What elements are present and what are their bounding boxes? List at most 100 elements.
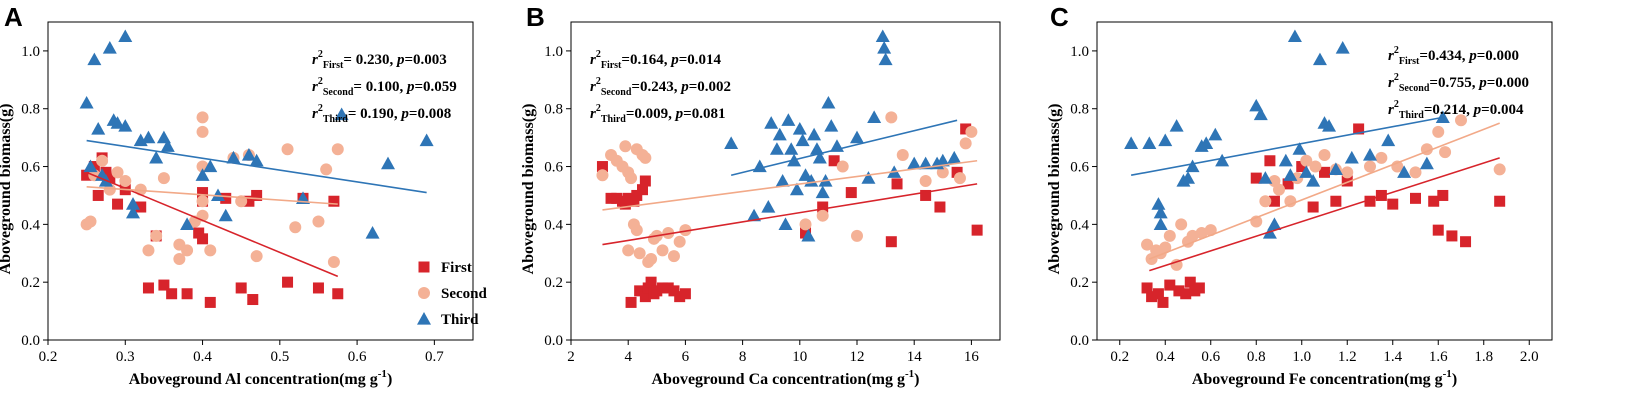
data-point-first [100, 166, 112, 178]
data-point-third [1267, 217, 1282, 230]
data-point-third [91, 121, 106, 135]
data-point-second [1375, 151, 1388, 164]
y-tick-label: 1.0 [544, 44, 563, 60]
x-tick-label: 0.2 [1110, 349, 1129, 365]
data-point-first [800, 227, 812, 239]
data-point-first [1460, 236, 1472, 248]
data-point-first [104, 172, 116, 184]
data-point-first [885, 236, 897, 248]
data-point-first [1353, 123, 1365, 135]
fit-line-third [1130, 116, 1443, 177]
data-point-third [226, 150, 241, 164]
data-point-third [875, 29, 890, 43]
y-tick-label: 1.0 [1070, 44, 1089, 60]
data-point-third [203, 159, 218, 173]
y-tick-label: 0.2 [544, 275, 563, 291]
data-point-first [628, 195, 640, 207]
data-point-first [639, 291, 651, 303]
data-point-second [1195, 227, 1208, 240]
data-point-third [149, 150, 164, 164]
data-point-second [157, 172, 170, 185]
y-tick-label: 0.6 [544, 160, 563, 176]
data-point-third [1215, 153, 1230, 167]
data-point-second [667, 250, 680, 263]
data-point-second [331, 143, 344, 156]
data-point-third [381, 156, 395, 170]
data-point-third [110, 116, 125, 129]
data-point-third [1335, 41, 1350, 54]
data-point-third [1142, 136, 1157, 150]
data-point-third [83, 159, 98, 173]
data-point-first [1164, 279, 1176, 291]
data-point-third [195, 168, 210, 181]
data-point-second [119, 175, 132, 187]
data-point-first [971, 224, 983, 236]
y-tick-label: 0.8 [21, 102, 40, 118]
data-point-first [197, 233, 209, 245]
data-point-first [92, 189, 104, 201]
data-point-third [761, 200, 776, 213]
data-point-third [1363, 147, 1377, 161]
legend-marker-first [418, 261, 430, 273]
y-tick-label: 0.8 [1070, 102, 1089, 118]
data-point-third [792, 121, 807, 135]
data-point-second [625, 172, 638, 185]
x-tick-label: 16 [964, 349, 980, 365]
x-tick-label: 1.2 [1338, 349, 1357, 365]
data-point-third [87, 52, 102, 66]
data-point-second [1259, 195, 1272, 208]
series-second [596, 111, 978, 268]
data-point-second [965, 125, 978, 138]
data-point-second [656, 244, 669, 257]
data-point-third [801, 228, 816, 242]
x-tick-label: 12 [850, 349, 865, 365]
data-point-first [645, 276, 657, 288]
stat-annotation: r2Third=0.009, p=0.081 [590, 103, 725, 125]
data-point-third [867, 110, 882, 123]
data-point-second [885, 111, 898, 124]
data-point-first [1296, 161, 1308, 173]
y-tick-label: 0.6 [21, 160, 40, 176]
data-point-third [118, 29, 133, 43]
data-point-third [1292, 142, 1307, 155]
x-tick-label: 0.6 [1201, 349, 1220, 365]
data-point-first [920, 189, 932, 201]
data-point-second [1204, 224, 1217, 237]
data-point-third [772, 127, 787, 141]
data-point-third [1344, 150, 1359, 164]
series-second [1141, 114, 1506, 271]
stat-annotation: r2First= 0.230, p=0.003 [312, 49, 447, 71]
data-point-first [1330, 195, 1342, 207]
data-point-first [845, 187, 857, 199]
data-point-first [1250, 172, 1262, 184]
data-point-second [1273, 183, 1285, 196]
data-point-first [625, 296, 637, 308]
fit-line-third [86, 139, 427, 194]
data-point-first [220, 192, 232, 204]
data-point-first [112, 198, 124, 210]
data-point-third [1158, 133, 1173, 147]
data-point-first [662, 282, 674, 294]
data-point-third [1169, 119, 1184, 132]
panel-letter: C [1050, 2, 1069, 32]
data-point-third [1124, 136, 1139, 150]
stat-annotation: r2Second=0.243, p=0.002 [590, 76, 731, 98]
data-point-third [781, 113, 796, 126]
data-point-first [193, 227, 205, 239]
data-point-third [807, 127, 822, 141]
data-point-second [173, 253, 186, 266]
data-point-third [724, 136, 739, 150]
data-point-second [1163, 229, 1176, 242]
data-point-first [1184, 276, 1196, 288]
data-point-third [815, 185, 830, 199]
data-point-third [1151, 197, 1166, 210]
data-point-second [919, 175, 932, 187]
data-point-second [1300, 154, 1313, 167]
data-point-second [1186, 229, 1199, 242]
data-point-third [218, 208, 233, 222]
data-point-third [1153, 217, 1168, 230]
data-point-third [1283, 168, 1298, 181]
data-point-third [821, 95, 836, 109]
data-point-first [1141, 282, 1153, 294]
